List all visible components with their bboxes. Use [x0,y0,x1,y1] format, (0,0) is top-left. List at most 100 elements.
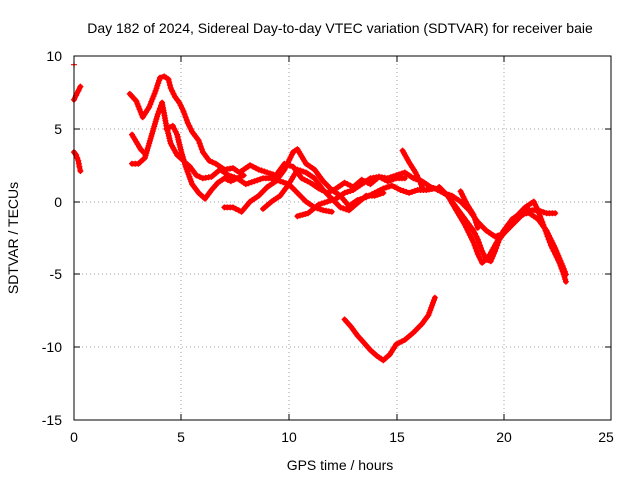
data-point [209,159,216,166]
data-point [337,204,344,211]
series-pass-13 [457,188,481,231]
data-point [137,108,144,115]
plot-frame [73,55,612,421]
series-pass-11 [399,147,425,190]
data-point [377,190,384,197]
data-point [165,76,172,83]
data-point [150,93,157,100]
data-point [76,163,83,170]
data-point [380,189,387,196]
data-point [197,143,204,150]
data-point [419,184,425,190]
data-point [166,79,173,86]
x-tick-label-20: 20 [496,429,512,445]
y-tick-label-0: 0 [54,194,62,210]
data-point [321,199,328,206]
data-point [198,146,205,153]
y-ticks [74,128,611,348]
data-point [561,268,568,275]
x-tick-label-10: 10 [281,429,297,445]
data-point [478,245,484,252]
data-point [134,100,141,107]
data-point [254,177,261,184]
data-point [237,173,244,180]
series-layer [71,61,569,364]
data-point [530,198,537,205]
data-point [562,278,569,285]
data-point [341,189,348,196]
data-point [180,108,187,115]
data-point [474,236,481,243]
data-point [227,178,234,185]
y-axis-label: SDTVAR / TECUs [5,182,21,294]
series-pass-6 [129,131,148,157]
data-point [327,197,334,204]
data-point [431,294,438,301]
data-point [261,168,268,175]
data-point [330,196,337,203]
data-point [257,176,264,183]
x-tick-label-15: 15 [389,429,405,445]
data-point [562,271,569,278]
y-tick-label-neg15: -15 [42,412,62,428]
data-point [234,175,241,182]
data-point [297,167,304,174]
y-tick-label-neg10: -10 [42,339,62,355]
data-point [181,111,188,118]
series-pass-9 [260,166,387,214]
x-tick-labels: 0 5 10 15 20 25 [70,429,614,445]
data-point [77,168,84,174]
data-point [300,168,307,175]
data-point [477,242,483,249]
data-point [397,187,404,193]
x-tick-label-5: 5 [177,429,185,445]
data-point [473,248,480,255]
data-point [384,175,391,182]
data-point [147,101,154,108]
data-point [344,188,351,195]
series-pass-3 [71,149,84,174]
data-point [390,173,397,180]
data-point [258,167,265,174]
data-point [552,210,559,217]
data-point [343,206,350,213]
x-tick-label-0: 0 [70,429,78,445]
data-point [393,172,400,179]
data-point [347,187,354,194]
data-point [387,174,394,181]
x-tick-label-25: 25 [598,429,614,445]
y-tick-label-neg5: -5 [50,266,63,282]
data-point [535,207,541,214]
data-point [240,172,247,179]
data-point [251,178,258,185]
data-point [324,198,331,205]
data-point [302,211,309,217]
data-point [294,166,301,173]
data-point [206,157,213,164]
data-point [409,188,415,195]
data-point [386,183,392,190]
data-point [224,176,231,183]
data-point [371,192,378,199]
data-point [155,108,162,115]
data-point [255,166,262,173]
y-tick-label-5: 5 [54,121,62,137]
data-point [141,150,148,157]
data-point [396,171,403,178]
data-point [403,188,410,195]
data-point [248,179,255,186]
data-point [166,82,173,89]
data-point [156,74,163,81]
data-point [297,212,304,219]
data-point [492,233,498,240]
data-point [268,175,275,182]
data-point [374,191,381,198]
data-point [149,96,156,102]
data-point [536,210,542,217]
data-point [231,176,237,183]
data-point [166,124,173,131]
data-point [196,173,203,180]
data-point [182,114,189,121]
data-point [136,106,143,113]
